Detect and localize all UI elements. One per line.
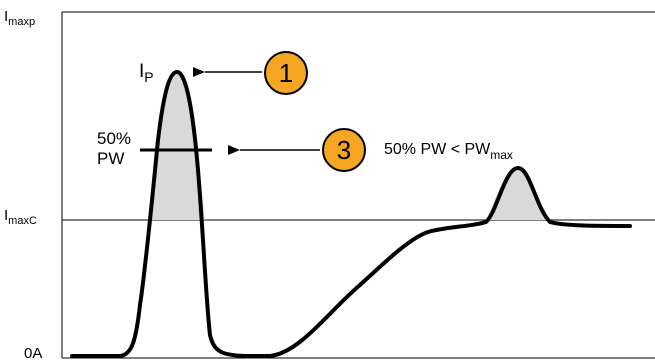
current-waveform-curve [70,70,632,358]
y-axis-label-imaxp-sub: maxp [8,16,36,28]
pulse-width-label: 50% PW [97,129,131,169]
second-peak-shaded-area [488,168,546,220]
callout-badge-3: 3 [322,128,366,172]
y-axis-label-imaxc-main: I [4,207,9,224]
y-axis-label-imaxp: Imaxp [4,8,35,28]
pulse-width-label-line2: PW [97,149,125,168]
y-axis-label-zero: 0A [24,345,43,362]
callout-badge-1: 1 [264,51,308,95]
y-axis-label-imaxc: ImaxC [4,207,37,227]
y-axis-label-imaxp-main: I [4,8,9,25]
peak-current-label-main: I [139,61,145,82]
pulse-width-label-line1: 50% [97,129,132,148]
peak-current-label-sub: P [144,69,154,85]
callout-3-condition-sub: max [490,148,513,162]
callout-3-condition-text: 50% PW < PWmax [384,141,513,162]
peak-current-label: IP [139,61,154,84]
callout-3-condition-main: 50% PW < PW [384,141,491,158]
y-axis-label-imaxc-sub: maxC [8,215,37,227]
